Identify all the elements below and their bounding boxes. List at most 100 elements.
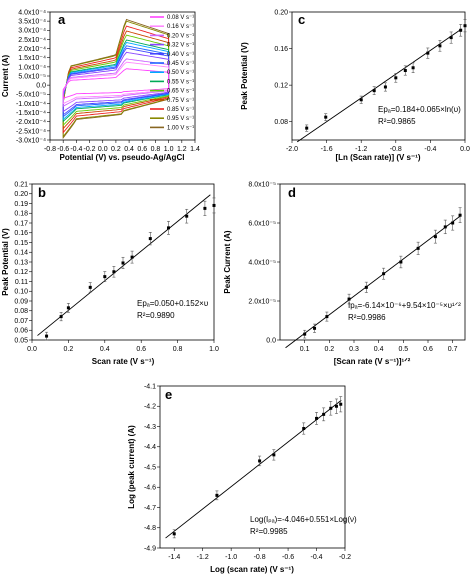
- y-tick-label: 0.10: [14, 289, 28, 296]
- cv-curve: [62, 58, 170, 107]
- y-tick-label: 0.09: [14, 298, 28, 305]
- data-point: [112, 270, 116, 274]
- x-tick-label: -2.0: [286, 146, 298, 153]
- y-tick-label: 1.5x10⁻⁴: [18, 55, 46, 62]
- y-tick-label: -4.3: [144, 424, 156, 431]
- x-tick-label: -0.2: [339, 554, 351, 561]
- x-axis-label: [Ln (Scan rate)] (V s⁻¹): [335, 153, 420, 162]
- x-tick-label: 0.7: [448, 346, 458, 353]
- panel-label: a: [58, 12, 66, 27]
- y-tick-label: 8.0x10⁻⁵: [248, 181, 276, 188]
- fit-line: [165, 399, 342, 539]
- data-point: [426, 51, 430, 55]
- cv-curve: [62, 41, 170, 121]
- data-point: [315, 416, 319, 420]
- data-point: [383, 85, 387, 89]
- data-point: [325, 315, 329, 319]
- fit-line: [285, 214, 462, 349]
- y-tick-label: -4.9: [144, 545, 156, 552]
- cv-curve: [62, 34, 170, 127]
- x-tick-label: 1.4: [190, 146, 200, 153]
- y-tick-label: -4.1: [144, 383, 156, 390]
- y-tick-label: 0.16: [14, 230, 28, 237]
- x-tick-label: 0.6: [423, 346, 433, 353]
- y-tick-label: 0.07: [14, 318, 28, 325]
- x-tick-label: -0.4: [311, 554, 323, 561]
- x-tick-label: 0.6: [137, 146, 147, 153]
- x-tick-label: -0.4: [70, 146, 82, 153]
- panel-label: c: [298, 12, 305, 27]
- fit-equation: Epₐ=0.184+0.065×ln(υ): [378, 105, 461, 114]
- y-tick-label: -5.0x10⁻⁵: [16, 92, 46, 99]
- data-point: [438, 44, 442, 48]
- data-point: [364, 285, 368, 289]
- y-tick-label: 0.20: [274, 9, 288, 16]
- x-tick-label: 0.0: [27, 346, 37, 353]
- legend-entry: 0.65 V s⁻¹: [167, 89, 194, 95]
- data-point: [313, 326, 317, 330]
- y-tick-label: 0.0: [266, 337, 276, 344]
- data-point: [458, 213, 462, 217]
- y-axis-label: Log (peak current) (A): [127, 425, 136, 509]
- legend-entry: 0.55 V s⁻¹: [167, 79, 194, 85]
- y-tick-label: 0.21: [14, 181, 28, 188]
- data-point: [167, 226, 170, 230]
- fit-equation: Ipₐ=-6.14×10⁻⁶+9.54×10⁻⁵×υ¹ᐟ²: [348, 301, 461, 310]
- r-squared: R²=0.9865: [378, 117, 416, 126]
- data-point: [103, 275, 107, 279]
- panel-d: 0.1 0.2 0.3 0.4 0.5 0.6 0.7 0.0 2.0x10⁻⁵ 4.0x10⁻⁵…: [223, 181, 466, 366]
- y-tick-label: 1.0x10⁻⁴: [18, 64, 46, 71]
- fit-equation: Log(Iₚₐ)=-4.046+0.551×Log(ν): [250, 515, 357, 524]
- y-tick-label: 0.19: [14, 201, 28, 208]
- y-tick-label: 3.0x10⁻⁴: [18, 28, 46, 35]
- x-tick-label: 0.8: [173, 346, 183, 353]
- x-tick-label: 1.0: [209, 346, 219, 353]
- data-point: [347, 297, 351, 301]
- y-tick-label: -1.5x10⁻⁴: [16, 110, 46, 117]
- y-tick-label: -4.2: [144, 404, 156, 411]
- fit-line: [37, 194, 211, 336]
- data-point: [394, 76, 398, 80]
- x-tick-label: -1.4: [168, 554, 180, 561]
- legend-entry: 0.95 V s⁻¹: [167, 116, 194, 122]
- y-tick-label: 0.08: [14, 308, 28, 315]
- y-tick-label: 2.5x10⁻⁴: [18, 37, 46, 44]
- x-tick-label: 0.4: [374, 346, 384, 353]
- y-tick-label: 3.5x10⁻⁴: [18, 19, 46, 26]
- x-tick-label: 0.8: [151, 146, 161, 153]
- y-tick-label: -2.0x10⁻⁴: [16, 119, 46, 126]
- x-tick-label: -1.2: [355, 146, 367, 153]
- y-tick-label: 4.0x10⁻⁴: [18, 9, 46, 16]
- panel-a: -0.8 -0.6 -0.4 -0.2 0.0 0.2 0.4 0.6 0.8 1.0 1.2 1.4…: [1, 9, 200, 162]
- x-tick-label: 1.2: [177, 146, 187, 153]
- y-tick-label: 4.0x10⁻⁵: [248, 259, 276, 266]
- legend-entry: 0.85 V s⁻¹: [167, 107, 194, 113]
- y-axis-label: Current (A): [1, 55, 10, 98]
- x-tick-label: 0.0: [98, 146, 108, 153]
- x-axis-label: [Scan rate (V s⁻¹)]¹ᐟ²: [334, 357, 411, 366]
- x-tick-label: 0.0: [460, 146, 470, 153]
- panel-e: -1.4 -1.2 -1.0 -0.8 -0.6 -0.4 -0.2 -4.1 -4.2 -4.3…: [127, 383, 357, 574]
- data-point: [45, 334, 49, 338]
- r-squared: R²=0.9986: [348, 313, 386, 322]
- y-tick-label: 0.15: [14, 240, 28, 247]
- y-tick-label: 0.14: [14, 250, 28, 257]
- data-point: [411, 66, 415, 70]
- data-point: [416, 246, 420, 250]
- data-point: [185, 214, 189, 218]
- x-tick-label: -1.6: [321, 146, 333, 153]
- cv-curve: [62, 68, 170, 99]
- y-tick-label: 0.17: [14, 220, 28, 227]
- data-point: [302, 427, 306, 431]
- legend-entry: 1.00 V s⁻¹: [167, 125, 194, 131]
- data-point: [359, 98, 363, 102]
- x-tick-label: -1.2: [197, 554, 209, 561]
- data-point: [463, 24, 467, 28]
- y-tick-label: 5.0x10⁻⁵: [18, 73, 46, 80]
- legend-entry: 0.08 V s⁻¹: [167, 15, 194, 21]
- x-tick-label: -1.0: [225, 554, 237, 561]
- legend-entry: 0.16 V s⁻¹: [167, 24, 194, 30]
- panel-label: d: [288, 185, 296, 200]
- y-tick-label: 0.20: [14, 191, 28, 198]
- cv-curve: [62, 39, 170, 123]
